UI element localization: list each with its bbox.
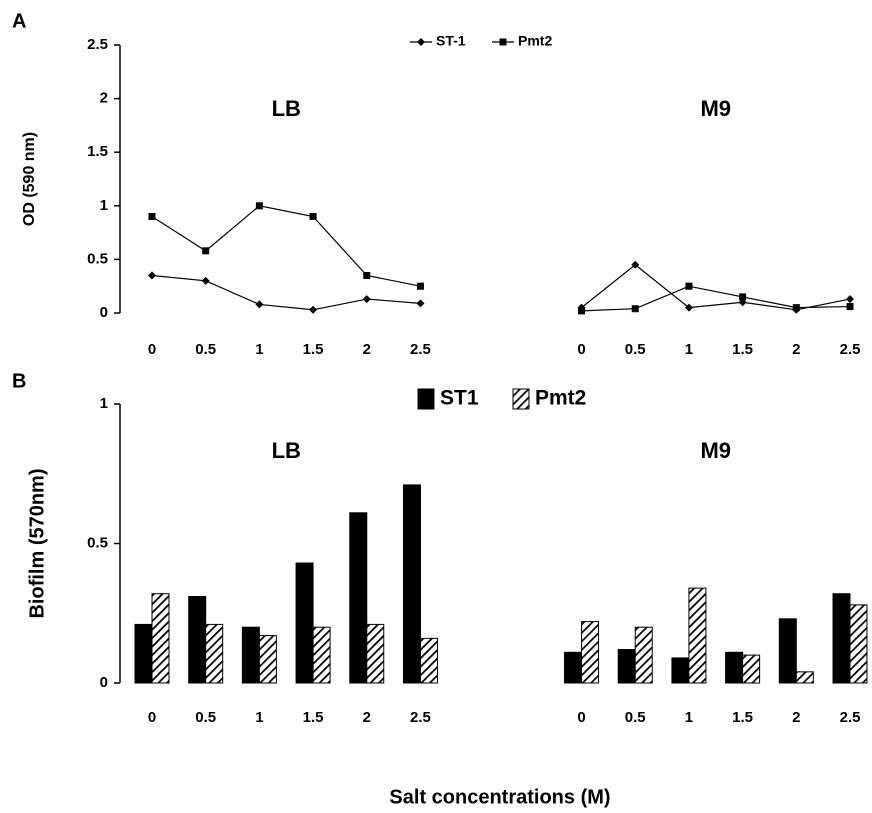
x-tick-label: 0.5 xyxy=(195,709,216,726)
marker xyxy=(792,304,800,312)
x-tick-label: 2 xyxy=(792,709,800,726)
bar xyxy=(419,637,438,684)
marker xyxy=(846,295,854,304)
bar xyxy=(617,649,636,684)
x-tick-label: 0 xyxy=(148,341,156,358)
x-tick-label: 1.5 xyxy=(303,341,324,358)
marker xyxy=(201,276,210,285)
bar xyxy=(295,562,314,684)
x-tick-label: 2.5 xyxy=(840,709,861,726)
legend-label: Pmt2 xyxy=(518,33,552,49)
bar xyxy=(742,654,761,684)
group-label: M9 xyxy=(700,96,731,121)
x-tick-label: 0.5 xyxy=(625,341,646,358)
marker xyxy=(362,295,371,304)
x-tick-label: 1 xyxy=(255,709,263,726)
x-tick-label: 0 xyxy=(148,709,156,726)
marker xyxy=(309,213,317,221)
y-tick-label: 0.5 xyxy=(87,534,108,551)
bar xyxy=(849,604,868,684)
y-tick-label: 2 xyxy=(100,90,108,107)
bar xyxy=(402,484,421,684)
x-tick-label: 2 xyxy=(363,341,371,358)
bar xyxy=(778,618,797,684)
marker xyxy=(631,305,639,313)
bar xyxy=(634,626,653,684)
marker xyxy=(578,307,586,315)
x-tick-label: 2 xyxy=(792,341,800,358)
group-label: M9 xyxy=(700,438,731,463)
x-tick-label: 2.5 xyxy=(840,341,861,358)
x-tick-label: 0.5 xyxy=(625,709,646,726)
x-tick-label: 0.5 xyxy=(195,341,216,358)
marker xyxy=(148,213,156,221)
marker xyxy=(739,293,747,301)
marker xyxy=(148,271,156,280)
legend-label: ST-1 xyxy=(436,33,466,49)
marker xyxy=(255,300,264,309)
x-tick-label: 2.5 xyxy=(410,341,431,358)
x-tick-label: 0 xyxy=(577,341,585,358)
bar xyxy=(564,651,583,684)
bar xyxy=(188,596,207,684)
bar xyxy=(366,623,385,684)
y-tick-label: 1 xyxy=(100,395,108,412)
x-tick-label: 1 xyxy=(255,341,263,358)
x-tick-label: 2.5 xyxy=(410,709,431,726)
marker xyxy=(202,247,210,255)
y-tick-label: 0 xyxy=(100,304,108,321)
group-label: LB xyxy=(272,96,301,121)
y-tick-label: 1 xyxy=(100,197,108,214)
marker xyxy=(416,299,425,308)
y-tick-label: 2.5 xyxy=(87,36,108,53)
bar xyxy=(241,626,260,684)
legend-swatch xyxy=(417,388,435,410)
legend-swatch xyxy=(512,388,530,410)
y-tick-label: 1.5 xyxy=(87,143,108,160)
bar xyxy=(312,626,331,684)
bar xyxy=(134,623,153,684)
x-tick-label: 1 xyxy=(685,341,693,358)
y-tick-label: 0.5 xyxy=(87,250,108,267)
bar xyxy=(151,593,170,684)
bar xyxy=(349,512,368,684)
x-tick-label: 0 xyxy=(577,709,585,726)
marker xyxy=(255,202,263,210)
marker xyxy=(631,260,640,269)
y-axis-label: Biofilm (570nm) xyxy=(26,468,48,618)
x-axis-label: Salt concentrations (M) xyxy=(389,786,610,808)
legend-label: ST1 xyxy=(440,387,479,410)
x-tick-label: 1.5 xyxy=(303,709,324,726)
marker xyxy=(499,38,507,46)
marker xyxy=(363,271,371,279)
marker xyxy=(685,282,693,290)
group-label: LB xyxy=(272,438,301,463)
bar xyxy=(832,593,851,684)
marker xyxy=(416,282,424,290)
x-tick-label: 1.5 xyxy=(732,709,753,726)
bar xyxy=(671,657,690,684)
marker xyxy=(846,303,854,311)
x-tick-label: 2 xyxy=(363,709,371,726)
panel-label: B xyxy=(12,370,26,392)
bar xyxy=(258,635,277,684)
y-tick-label: 0 xyxy=(100,674,108,691)
x-tick-label: 1 xyxy=(685,709,693,726)
bar xyxy=(688,587,707,684)
bar xyxy=(581,621,600,684)
x-tick-label: 1.5 xyxy=(732,341,753,358)
marker xyxy=(684,303,693,312)
marker xyxy=(309,305,318,314)
marker xyxy=(417,38,425,46)
line xyxy=(151,205,851,312)
bar xyxy=(795,671,814,684)
legend-label: Pmt2 xyxy=(535,387,586,410)
bar xyxy=(725,651,744,684)
y-axis-label: OD (590 nm) xyxy=(21,132,38,226)
bar xyxy=(205,623,224,684)
panel-label: A xyxy=(12,10,26,32)
